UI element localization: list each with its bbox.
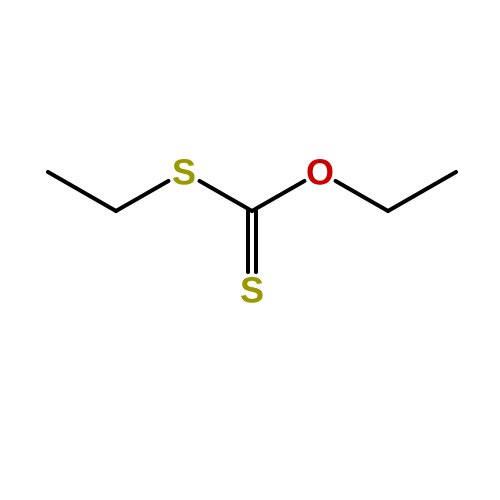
bond (388, 172, 456, 211)
atom-label-s: S (240, 270, 264, 311)
bond (48, 172, 116, 211)
atom-label-s: S (172, 152, 196, 193)
bond (336, 181, 388, 211)
bond (116, 181, 168, 211)
bond (200, 181, 252, 211)
molecule-diagram: S S O (0, 0, 500, 500)
atom-label-o: O (306, 152, 334, 193)
bond (252, 181, 304, 211)
